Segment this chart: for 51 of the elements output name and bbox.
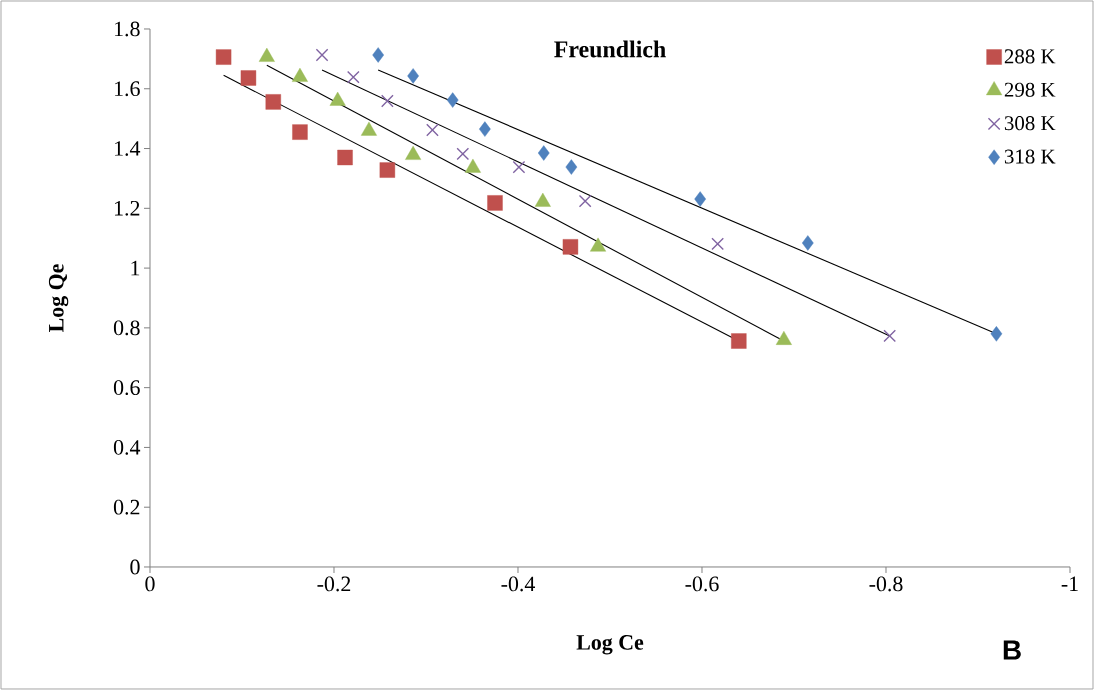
- point: [315, 48, 329, 62]
- point: [426, 123, 439, 137]
- point: [265, 94, 281, 110]
- y-tick-label: 1.8: [115, 21, 140, 37]
- x-tick-label: -0.8: [869, 576, 903, 592]
- point: [379, 162, 396, 178]
- y-tick-label: 1.4: [115, 141, 141, 156]
- point: [711, 237, 724, 251]
- point: [215, 49, 232, 65]
- y-tick-label: 0.8: [113, 320, 140, 336]
- y-tick-label: 0.6: [113, 380, 140, 396]
- x-tick-label: -0.6: [685, 576, 719, 592]
- point: [381, 94, 394, 108]
- point: [479, 121, 491, 137]
- point: [487, 195, 503, 211]
- legend-label: 288 K: [1004, 49, 1056, 64]
- point: [240, 70, 257, 86]
- y-tick-label: 0.4: [113, 439, 141, 455]
- point: [372, 47, 384, 63]
- point: [407, 68, 419, 84]
- point: [512, 160, 526, 174]
- y-axis-title: Log Qe: [48, 264, 69, 333]
- x-tick-label: -0.4: [501, 576, 536, 592]
- point: [990, 326, 1003, 342]
- x-tick-label: -1: [1061, 576, 1078, 591]
- point: [292, 124, 308, 140]
- point: [346, 70, 360, 84]
- x-tick-label: -0.2: [317, 576, 351, 592]
- point: [537, 145, 550, 161]
- point: [883, 329, 897, 343]
- point: [694, 191, 706, 207]
- y-tick-label: 0.2: [113, 499, 140, 515]
- y-tick-label: 1.6: [115, 81, 140, 97]
- chart-title: Freundlich: [554, 40, 666, 58]
- point: [801, 235, 814, 251]
- point: [337, 149, 353, 166]
- y-tick-label: 1.2: [115, 200, 140, 216]
- point: [731, 333, 747, 349]
- point: [456, 147, 470, 161]
- legend-label: 318 K: [1004, 149, 1056, 164]
- x-axis-title: Log Ce: [576, 635, 644, 655]
- y-tick-label: 0: [130, 559, 140, 575]
- legend-label: 308 K: [1004, 116, 1056, 131]
- point: [562, 239, 579, 255]
- y-tick-label: 1: [131, 260, 140, 276]
- point: [578, 194, 592, 208]
- text: B: [1003, 640, 1021, 660]
- x-tick-label: 0: [145, 576, 155, 592]
- point: [446, 92, 459, 108]
- legend-label: 298 K: [1004, 82, 1056, 97]
- point: [565, 159, 578, 175]
